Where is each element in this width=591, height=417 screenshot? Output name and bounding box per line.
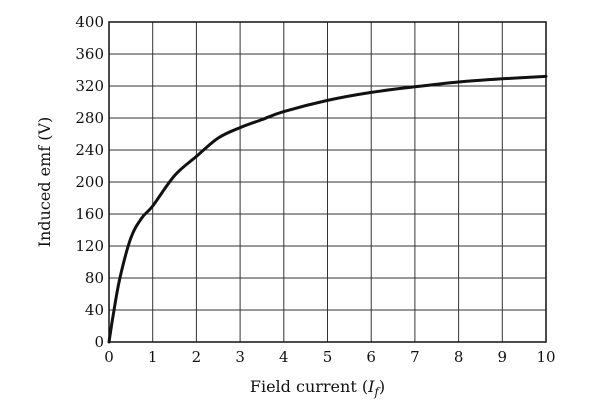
y-tick-label: 160 (75, 205, 104, 223)
plot-frame (108, 21, 547, 343)
y-tick-label: 120 (75, 237, 104, 255)
grid (108, 21, 547, 343)
x-axis-label-sub: f (373, 385, 381, 399)
y-tick-label: 80 (85, 269, 104, 287)
x-axis-label: Field current (If) (250, 377, 385, 399)
y-tick-label: 400 (75, 13, 104, 31)
emf-curve-line-0 (107, 74, 548, 344)
y-axis-label: Induced emf (V) (35, 117, 54, 248)
x-tick-label: 6 (366, 348, 376, 366)
x-tick-label: 2 (192, 348, 202, 366)
x-axis-label-close: ) (379, 377, 385, 396)
y-tick-label: 40 (85, 301, 104, 319)
x-tick-label: 5 (323, 348, 333, 366)
y-tick-label: 200 (75, 173, 104, 191)
y-tick-label: 360 (75, 45, 104, 63)
x-axis-label-main: Field current ( (250, 377, 368, 396)
y-tick-label: 320 (75, 77, 104, 95)
y-tick-label: 280 (75, 109, 104, 127)
y-tick-label: 0 (94, 333, 104, 351)
x-tick-label: 3 (235, 348, 245, 366)
x-tick-label: 0 (104, 348, 114, 366)
x-tick-label: 7 (410, 348, 420, 366)
x-tick-label: 8 (454, 348, 464, 366)
x-tick-label: 10 (536, 348, 555, 366)
tick-labels: 0 1 2 3 4 5 6 7 8 9 10 0 40 80 120 160 200 240 280 320 360 40… (75, 13, 555, 366)
x-tick-label: 9 (498, 348, 508, 366)
x-tick-label: 1 (148, 348, 158, 366)
x-tick-label: 4 (279, 348, 289, 366)
y-tick-label: 240 (75, 141, 104, 159)
x-axis-label-var: I (367, 377, 375, 396)
series (107, 74, 548, 344)
